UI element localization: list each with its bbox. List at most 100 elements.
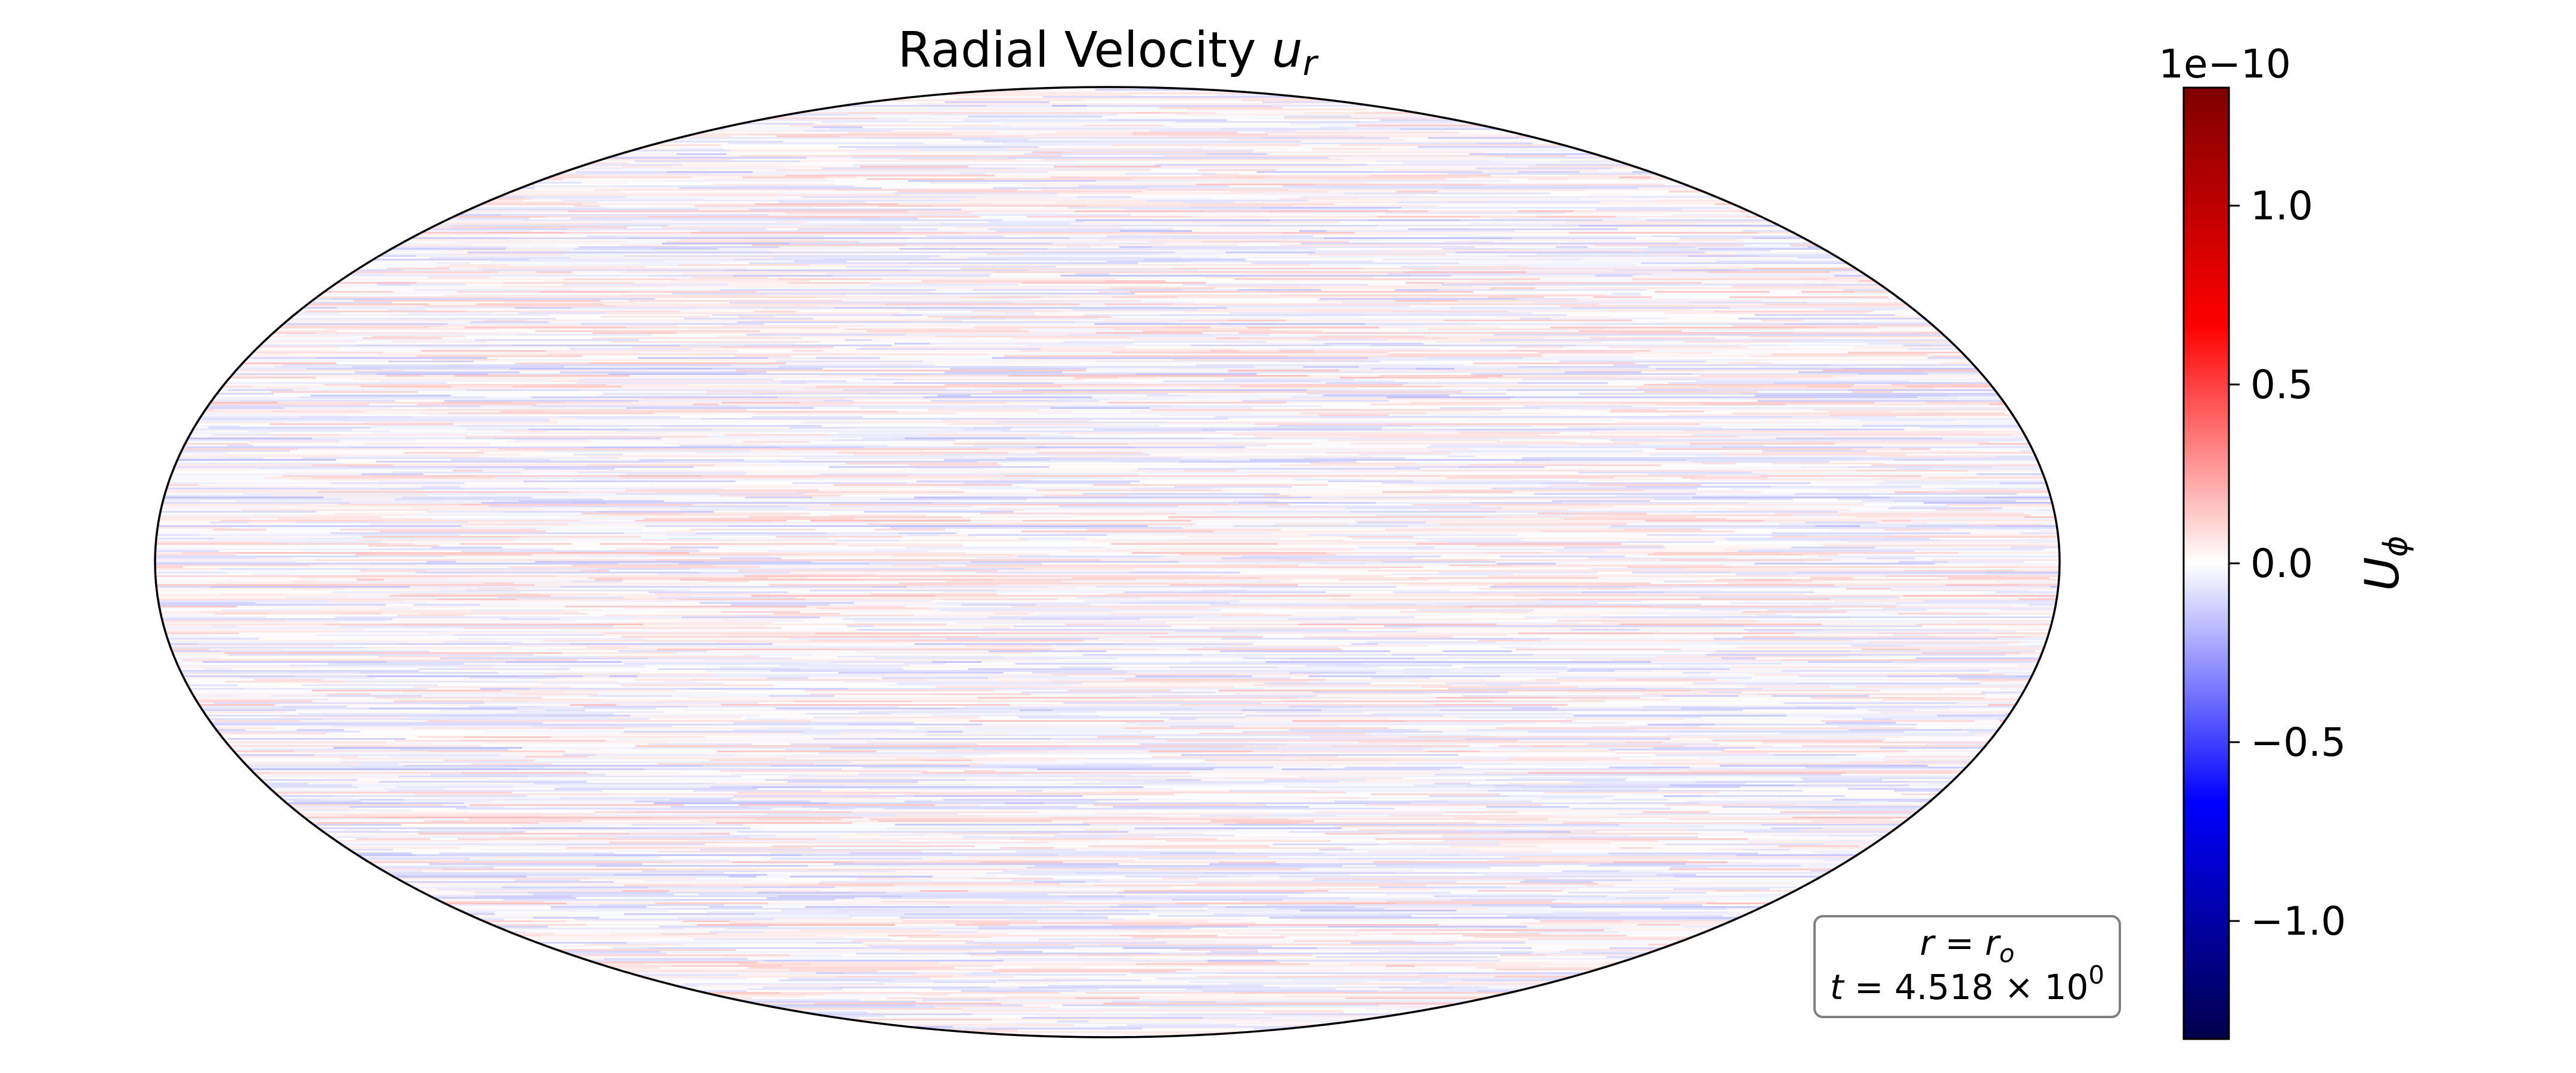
- field-cell: [1763, 135, 1914, 137]
- field-cell: [243, 493, 392, 495]
- field-cell: [581, 182, 628, 184]
- field-cell: [155, 532, 202, 534]
- field-cell: [1724, 316, 1865, 318]
- field-cell: [1837, 253, 1993, 255]
- field-cell: [2045, 87, 2060, 89]
- field-cell: [950, 368, 1087, 370]
- field-cell: [293, 575, 473, 577]
- field-cell: [723, 148, 856, 150]
- field-cell: [515, 362, 588, 364]
- field-cell: [155, 597, 285, 598]
- field-cell: [1839, 234, 1966, 235]
- field-cell: [1323, 516, 1485, 518]
- field-cell: [1757, 391, 1853, 393]
- field-cell: [843, 531, 1021, 532]
- field-cell: [1884, 463, 2060, 464]
- field-cell: [521, 482, 705, 484]
- field-cell: [844, 339, 872, 341]
- field-cell: [275, 262, 437, 264]
- field-cell: [815, 529, 876, 531]
- field-cell: [1063, 364, 1119, 366]
- field-cell: [475, 339, 639, 341]
- field-cell: [1576, 298, 1738, 300]
- field-cell: [155, 253, 203, 255]
- field-cell: [565, 606, 723, 607]
- field-cell: [549, 262, 639, 264]
- field-cell: [796, 311, 971, 312]
- field-cell: [337, 268, 387, 269]
- field-cell: [1604, 328, 1794, 330]
- field-cell: [735, 480, 917, 482]
- field-cell: [1229, 312, 1410, 314]
- field-cell: [1386, 423, 1443, 425]
- field-cell: [781, 382, 807, 384]
- field-cell: [237, 164, 317, 166]
- field-cell: [1518, 382, 1608, 384]
- field-cell: [1500, 239, 1581, 241]
- field-cell: [332, 291, 394, 293]
- field-cell: [537, 169, 564, 171]
- field-cell: [1700, 386, 1807, 387]
- field-cell: [394, 479, 539, 480]
- field-cell: [288, 604, 386, 606]
- field-cell: [155, 98, 256, 100]
- field-cell: [1336, 593, 1473, 595]
- field-cell: [1878, 327, 2060, 328]
- field-cell: [1638, 187, 1825, 189]
- field-cell: [860, 407, 1051, 409]
- field-cell: [298, 201, 440, 203]
- field-cell: [155, 318, 214, 320]
- field-cell: [155, 89, 209, 91]
- field-cell: [397, 166, 577, 168]
- field-cell: [1272, 293, 1462, 294]
- field-cell: [1021, 253, 1161, 255]
- field-cell: [581, 92, 692, 94]
- field-cell: [155, 125, 200, 126]
- field-cell: [1696, 264, 1868, 266]
- field-cell: [388, 309, 427, 311]
- field-cell: [900, 194, 1059, 196]
- field-cell: [467, 252, 592, 253]
- field-cell: [1906, 386, 2060, 387]
- field-cell: [1408, 548, 1602, 550]
- field-cell: [202, 253, 317, 255]
- field-cell: [1516, 604, 1701, 606]
- field-cell: [1952, 337, 2027, 339]
- field-cell: [1227, 307, 1426, 309]
- field-cell: [2054, 362, 2060, 364]
- field-cell: [1890, 588, 2060, 590]
- field-cell: [778, 396, 924, 398]
- field-cell: [1905, 110, 2043, 112]
- field-cell: [1902, 201, 2010, 203]
- field-cell: [328, 134, 363, 135]
- field-cell: [1460, 105, 1534, 107]
- field-cell: [535, 529, 642, 531]
- field-cell: [226, 489, 425, 491]
- field-cell: [1885, 575, 2005, 577]
- field-cell: [155, 482, 216, 484]
- field-cell: [2001, 184, 2029, 185]
- field-cell: [835, 539, 899, 541]
- field-cell: [1476, 168, 1613, 169]
- field-cell: [1775, 352, 1849, 353]
- field-cell: [1869, 452, 1947, 454]
- field-cell: [870, 593, 997, 595]
- field-cell: [1133, 134, 1268, 135]
- field-cell: [1449, 395, 1645, 396]
- field-cell: [354, 300, 534, 302]
- field-cell: [1094, 355, 1289, 357]
- field-cell: [1698, 223, 1905, 225]
- field-cell: [1727, 557, 1866, 559]
- field-cell: [1946, 151, 2060, 153]
- field-cell: [603, 303, 733, 305]
- field-cell: [539, 116, 726, 117]
- field-cell: [324, 123, 419, 125]
- field-cell: [1787, 107, 1868, 108]
- field-cell: [1863, 203, 2014, 205]
- field-cell: [347, 252, 467, 253]
- field-cell: [817, 296, 960, 298]
- field-cell: [1946, 452, 2038, 454]
- field-cell: [569, 491, 655, 493]
- field-cell: [899, 582, 1079, 584]
- field-cell: [1772, 536, 1886, 538]
